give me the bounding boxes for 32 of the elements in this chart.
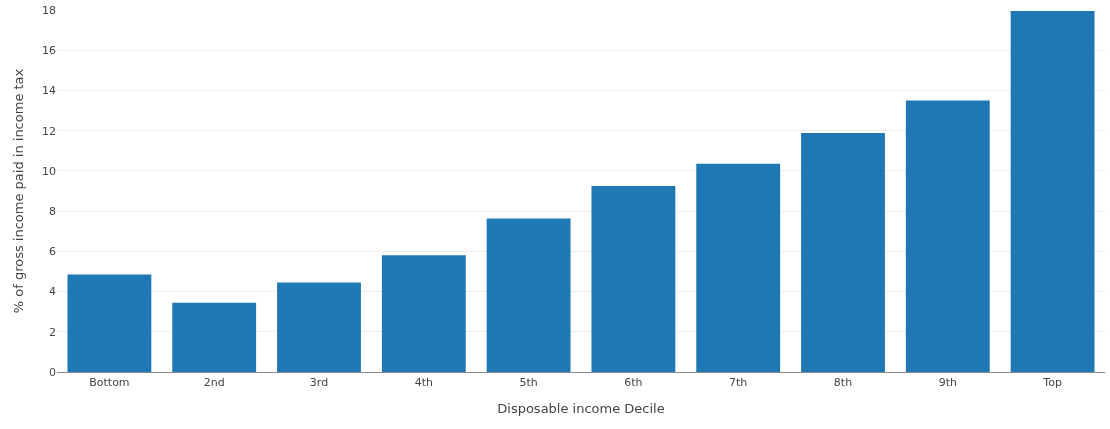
y-tick-label: 12 bbox=[42, 124, 56, 138]
bar bbox=[801, 133, 885, 372]
x-axis-title: Disposable income Decile bbox=[497, 400, 665, 416]
y-tick-label: 10 bbox=[42, 164, 56, 178]
y-tick-label: 6 bbox=[49, 245, 56, 259]
bar bbox=[486, 218, 571, 372]
x-tick-label: 2nd bbox=[203, 376, 225, 390]
y-tick-label: 18 bbox=[42, 3, 56, 17]
x-tick-label: 6th bbox=[624, 376, 643, 390]
bar bbox=[381, 255, 466, 372]
y-tick-label: 14 bbox=[42, 84, 56, 98]
x-tick-label: 9th bbox=[938, 376, 957, 390]
x-tick-label: 5th bbox=[519, 376, 538, 390]
y-tick-label: 0 bbox=[49, 365, 56, 379]
y-tick-label: 4 bbox=[49, 285, 56, 299]
x-tick-label: 4th bbox=[414, 376, 433, 390]
x-tick-label: 8th bbox=[833, 376, 853, 390]
y-tick-label: 8 bbox=[49, 204, 56, 218]
bar bbox=[1010, 11, 1095, 372]
bar bbox=[172, 302, 257, 372]
x-tick-label: Top bbox=[1042, 376, 1062, 390]
y-tick-label: 2 bbox=[49, 325, 56, 339]
y-axis-title: % of gross income paid in income tax bbox=[10, 68, 26, 314]
x-tick-label: 3rd bbox=[309, 376, 329, 390]
bar bbox=[905, 100, 990, 372]
x-tick-label: 7th bbox=[729, 376, 748, 390]
bar bbox=[591, 185, 676, 372]
x-tick-label: Bottom bbox=[89, 376, 130, 390]
bar bbox=[277, 282, 361, 372]
bar bbox=[67, 274, 152, 372]
bar bbox=[696, 163, 781, 372]
y-tick-label: 16 bbox=[42, 44, 56, 58]
